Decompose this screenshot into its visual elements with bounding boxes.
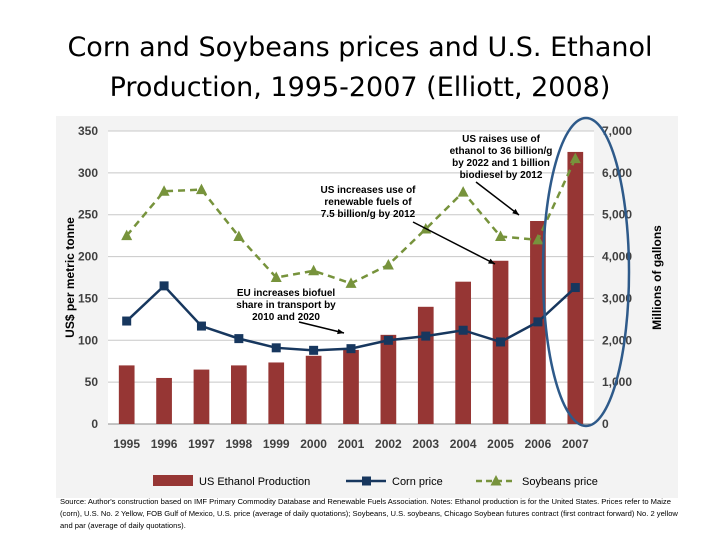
- highlight-ellipse: [541, 116, 631, 428]
- x-tick-label: 1999: [263, 437, 290, 451]
- y-tick-label: 100: [78, 333, 98, 347]
- annotation-text: share in transport by: [236, 300, 336, 311]
- annotation-text: biodiesel by 2012: [460, 170, 543, 181]
- soybeans-price-point: [495, 230, 507, 241]
- slide-title: Corn and Soybeans prices and U.S. Ethano…: [0, 28, 720, 108]
- legend-swatch-ethanol: [153, 475, 193, 486]
- annotation-text: ethanol to 36 billion/g: [450, 146, 553, 157]
- soybeans-price-point: [233, 230, 245, 241]
- x-tick-label: 2000: [300, 437, 327, 451]
- ethanol-bar: [193, 369, 210, 424]
- title-line-1: Corn and Soybeans prices and U.S. Ethano…: [67, 32, 653, 63]
- annotation-text: 2010 and 2020: [252, 312, 320, 323]
- ethanol-bar: [230, 365, 247, 424]
- y-tick-label: 50: [85, 375, 99, 389]
- combo-chart: 05010015020025030035001,0002,0003,0004,0…: [63, 116, 664, 488]
- corn-price-point: [159, 281, 169, 291]
- ethanol-bar: [455, 281, 472, 424]
- soybeans-price-point: [532, 233, 544, 245]
- x-tick-label: 1998: [225, 437, 252, 451]
- soybeans-price-point: [308, 264, 320, 276]
- annotation-text: US increases use of: [320, 185, 416, 196]
- legend-marker-soybeans: [490, 475, 502, 486]
- x-tick-label: 2003: [412, 437, 439, 451]
- legend-label-soybeans: Soybeans price: [522, 476, 598, 488]
- y2-tick-label: 6,000: [602, 166, 632, 180]
- x-tick-label: 2001: [338, 437, 365, 451]
- annotation-text: by 2022 and 1 billion: [452, 158, 550, 169]
- x-tick-label: 2005: [487, 437, 514, 451]
- x-tick-label: 1997: [188, 437, 215, 451]
- corn-price-point: [496, 337, 506, 347]
- corn-price-point: [309, 345, 319, 355]
- soybeans-price-point: [457, 186, 469, 197]
- annotation-arrowhead: [512, 208, 519, 215]
- annotation-arrowhead: [488, 258, 495, 264]
- ethanol-bar: [118, 365, 135, 424]
- soybeans-price-point: [121, 229, 133, 241]
- x-tick-label: 2006: [525, 437, 552, 451]
- soybeans-price-point: [345, 277, 357, 288]
- x-tick-label: 1996: [151, 437, 178, 451]
- y-tick-label: 150: [78, 291, 98, 305]
- ethanol-bar: [343, 349, 359, 424]
- corn-price-point: [570, 283, 580, 293]
- corn-price-point: [196, 321, 206, 331]
- soybeans-price-point: [195, 183, 207, 195]
- x-tick-label: 2002: [375, 437, 402, 451]
- legend-label-ethanol: US Ethanol Production: [199, 476, 310, 488]
- soybeans-price-point: [158, 185, 170, 196]
- chart-area: 0 50 100 150 200 250 300 350 0 1,000 2,000 3,000 4,0…: [56, 116, 678, 498]
- corn-price-point: [122, 316, 132, 326]
- x-tick-label: 2007: [562, 437, 589, 451]
- corn-price-point: [234, 334, 244, 344]
- source-note: Source: Author's construction based on I…: [60, 497, 678, 530]
- legend-label-corn: Corn price: [392, 476, 443, 488]
- y2-tick-label: 2,000: [602, 333, 632, 347]
- corn-price-point: [271, 343, 281, 353]
- y2-axis-title: Millions of gallons: [650, 225, 664, 330]
- soybeans-price-point: [270, 271, 282, 282]
- y-axis-title: US$ per metric tonne: [63, 217, 77, 338]
- x-tick-label: 1995: [113, 437, 140, 451]
- y2-tick-label: 7,000: [602, 124, 632, 138]
- y2-tick-label: 0: [602, 417, 609, 431]
- y-tick-label: 300: [78, 166, 98, 180]
- y-tick-label: 250: [78, 208, 98, 222]
- annotation-arrow: [475, 181, 520, 216]
- annotation-arrowhead: [337, 328, 344, 335]
- corn-price-point: [383, 335, 393, 345]
- ethanol-bar: [380, 334, 397, 424]
- title-line-2: Production, 1995-2007 (Elliott, 2008): [109, 72, 611, 103]
- soybeans-price-point: [569, 152, 581, 164]
- soybeans-price-point: [382, 258, 394, 270]
- annotation-arrow: [298, 321, 345, 334]
- ethanol-bar: [156, 377, 172, 424]
- annotation-text: renewable fuels of: [324, 197, 412, 208]
- y-tick-label: 350: [78, 124, 98, 138]
- corn-price-point: [421, 331, 431, 341]
- y-tick-label: 0: [91, 417, 98, 431]
- y-tick-label: 200: [78, 250, 98, 264]
- y2-tick-label: 3,000: [602, 291, 632, 305]
- corn-price-point: [533, 317, 543, 327]
- ethanol-bar: [268, 362, 285, 424]
- annotation-arrow: [412, 221, 496, 265]
- annotation-text: 7.5 billion/g by 2012: [321, 209, 416, 220]
- corn-price-point: [458, 325, 468, 335]
- corn-price-point: [346, 344, 356, 354]
- ethanol-bar: [305, 355, 322, 424]
- annotation-text: US raises use of: [462, 134, 540, 145]
- x-tick-label: 2004: [450, 437, 477, 451]
- legend-marker-corn: [362, 476, 371, 486]
- ethanol-bar: [417, 306, 434, 424]
- annotation-text: EU increases biofuel: [237, 288, 336, 299]
- y2-tick-label: 4,000: [602, 250, 632, 264]
